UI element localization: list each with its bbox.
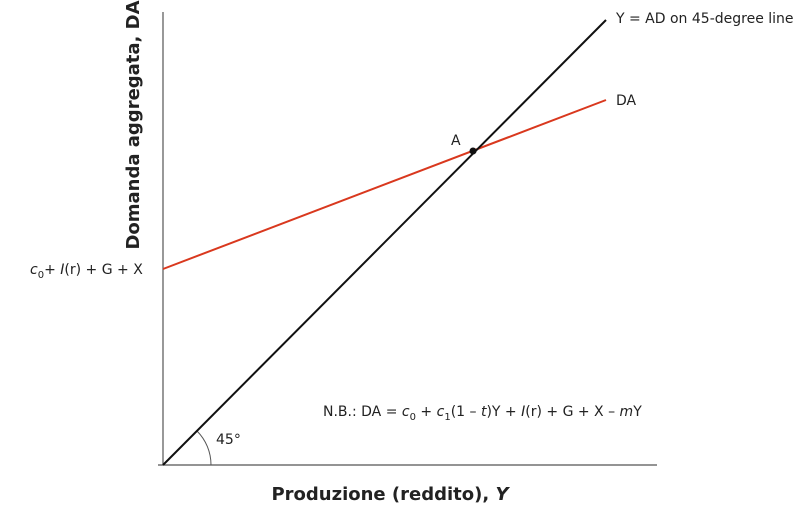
text-part: c [30, 262, 38, 278]
note: N.B.: DA = c0 + c1(1 – t)Y + I(r) + G + … [323, 404, 642, 423]
line-45-label: Y = AD on 45-degree line [615, 11, 794, 27]
line-45 [162, 19, 607, 466]
text-part: c [402, 404, 410, 420]
angle-arc [196, 430, 212, 466]
text-part: m [620, 404, 634, 420]
text-part: t [481, 404, 487, 420]
text-part: )Y + [486, 404, 521, 420]
point-a [469, 147, 477, 155]
text-part: Produzione (reddito), [271, 484, 495, 505]
da-line [162, 99, 607, 270]
point-label: A [451, 133, 461, 149]
text-part: Y [632, 404, 642, 420]
text-part: 1 [444, 412, 450, 423]
text-part: 0 [410, 412, 416, 423]
da-label: DA [616, 93, 637, 109]
text-part: c [437, 404, 445, 420]
x-axis-label: Produzione (reddito), Y [271, 484, 510, 505]
text-part: + [416, 404, 437, 420]
text-part: N.B.: DA = [323, 404, 402, 420]
text-part: (1 – [451, 404, 481, 420]
text-part: (r) + G + X [64, 262, 143, 278]
text-part: (r) + G + X – [525, 404, 619, 420]
text-part: Y [495, 484, 510, 505]
text-part: 0 [38, 270, 44, 281]
intercept-label: c0+ I(r) + G + X [30, 262, 143, 281]
text-part: + [44, 262, 60, 278]
text-part: I [521, 404, 525, 420]
text-part: I [60, 262, 64, 278]
angle-label: 45° [216, 432, 241, 448]
y-axis-label: Domanda aggregata, DA [123, 0, 144, 249]
